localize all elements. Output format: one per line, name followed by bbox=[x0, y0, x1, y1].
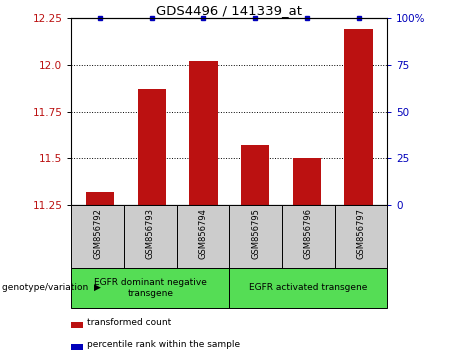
Text: GSM856793: GSM856793 bbox=[146, 208, 155, 259]
Bar bbox=[137, 89, 166, 205]
Bar bbox=[177, 205, 229, 268]
Bar bbox=[293, 158, 321, 205]
Bar bbox=[241, 145, 269, 205]
Bar bbox=[229, 205, 282, 268]
Text: EGFR dominant negative
transgene: EGFR dominant negative transgene bbox=[94, 278, 207, 298]
Text: GSM856797: GSM856797 bbox=[356, 208, 366, 259]
Bar bbox=[71, 344, 83, 350]
Bar bbox=[71, 322, 83, 327]
Text: genotype/variation  ▶: genotype/variation ▶ bbox=[2, 284, 101, 292]
Bar bbox=[282, 205, 335, 268]
Text: percentile rank within the sample: percentile rank within the sample bbox=[87, 340, 240, 349]
Bar bbox=[189, 61, 218, 205]
Text: EGFR activated transgene: EGFR activated transgene bbox=[249, 284, 367, 292]
Bar bbox=[86, 192, 114, 205]
Bar bbox=[124, 205, 177, 268]
Bar bbox=[71, 205, 124, 268]
Text: GSM856792: GSM856792 bbox=[93, 208, 102, 259]
Text: transformed count: transformed count bbox=[87, 318, 171, 327]
Bar bbox=[229, 268, 387, 308]
Bar bbox=[335, 205, 387, 268]
Title: GDS4496 / 141339_at: GDS4496 / 141339_at bbox=[156, 4, 302, 17]
Text: GSM856796: GSM856796 bbox=[304, 208, 313, 259]
Bar bbox=[344, 29, 373, 205]
Text: GSM856794: GSM856794 bbox=[199, 208, 207, 259]
Bar bbox=[71, 268, 229, 308]
Text: GSM856795: GSM856795 bbox=[251, 208, 260, 259]
